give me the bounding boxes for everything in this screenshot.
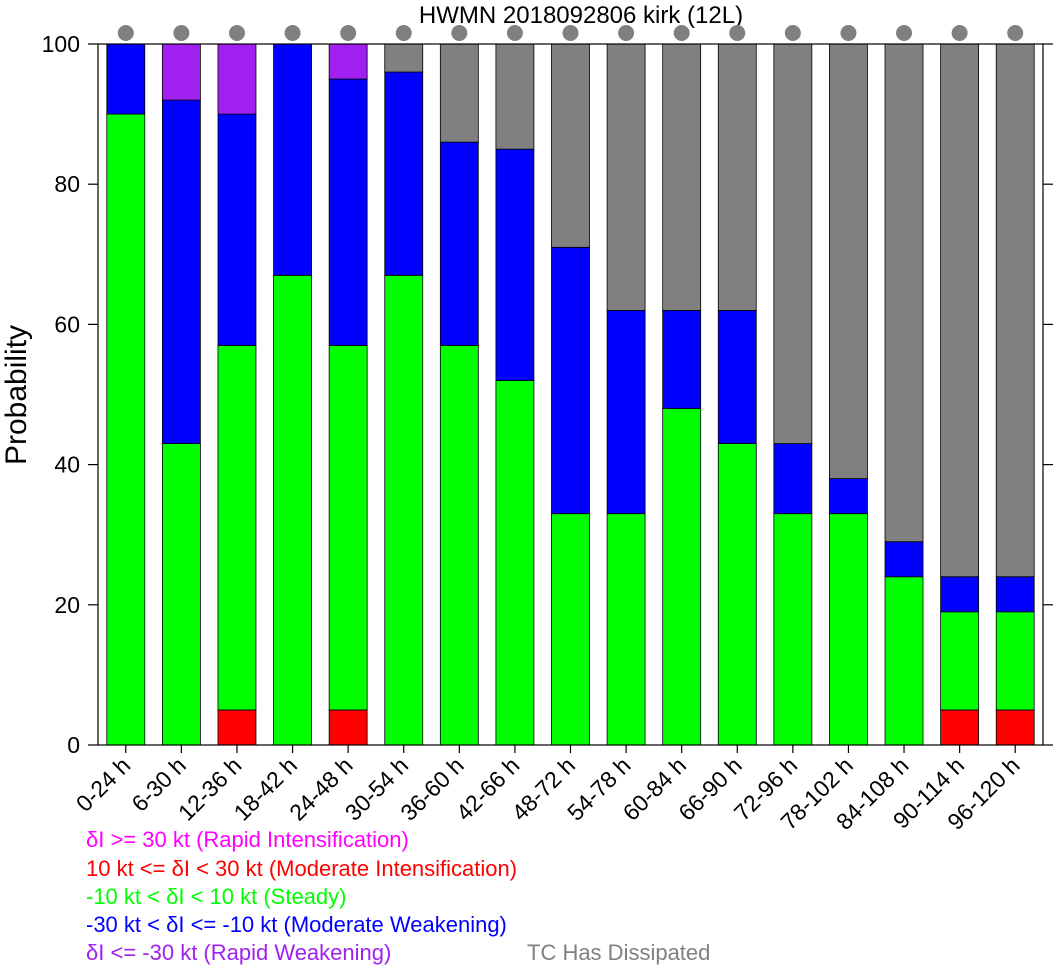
- legend-item-dissipated: TC Has Dissipated: [527, 940, 711, 965]
- bar-segment: [662, 43, 702, 311]
- bar-segment: [940, 576, 980, 613]
- status-marker-dot: [117, 25, 134, 41]
- bar-segment: [439, 43, 479, 143]
- y-tick-label: 0: [67, 732, 80, 758]
- legend-item-steady: -10 kt < δI < 10 kt (Steady): [86, 884, 347, 909]
- y-tick-label: 40: [54, 452, 80, 478]
- bar-segment: [773, 43, 813, 444]
- bar-segment: [940, 43, 980, 578]
- status-marker-dot: [673, 25, 690, 41]
- y-tick-label: 20: [54, 592, 80, 618]
- bar-segment: [995, 576, 1035, 613]
- bar-segment: [328, 345, 368, 711]
- bar-segment: [217, 113, 257, 346]
- bar-segment: [995, 43, 1035, 578]
- bar-segment: [884, 576, 924, 746]
- status-marker-dot: [173, 25, 190, 41]
- bar-segment: [773, 513, 813, 746]
- bar-segment: [551, 246, 590, 515]
- status-marker-dot: [451, 25, 468, 41]
- bar-segment: [829, 478, 868, 515]
- bar-segment: [384, 43, 424, 73]
- bar-segment: [217, 345, 257, 711]
- bar-segment: [940, 611, 980, 711]
- status-marker-dot: [1007, 25, 1024, 41]
- bars-layer: [106, 43, 1035, 746]
- bar-segment: [106, 43, 146, 115]
- status-marker-dot: [506, 25, 523, 41]
- bar-segment: [161, 43, 201, 101]
- bar-segment: [995, 709, 1035, 746]
- status-marker-dot: [395, 25, 412, 41]
- bar-segment: [773, 443, 813, 515]
- legend-item-rapid-intensification: δI >= 30 kt (Rapid Intensification): [86, 827, 409, 852]
- x-tick-label: 0-24 h: [71, 752, 136, 817]
- y-tick-label: 60: [54, 311, 80, 337]
- legend-item-moderate-weakening: -30 kt < δI <= -10 kt (Moderate Weakenin…: [86, 912, 507, 937]
- status-marker-dot: [729, 25, 746, 41]
- bar-segment: [606, 43, 646, 311]
- bar-segment: [273, 274, 312, 746]
- bar-segment: [662, 309, 702, 409]
- status-marker-dot: [340, 25, 357, 41]
- y-tick-label: 80: [54, 171, 80, 197]
- status-marker-dot: [784, 25, 801, 41]
- bar-segment: [217, 709, 257, 746]
- bar-segment: [884, 541, 924, 578]
- bar-segment: [662, 408, 702, 746]
- status-marker-dot: [562, 25, 579, 41]
- legend-item-moderate-intensification: 10 kt <= δI < 30 kt (Moderate Intensific…: [86, 856, 518, 881]
- bar-segment: [495, 380, 535, 746]
- bar-segment: [439, 141, 479, 346]
- status-marker-dot: [618, 25, 635, 41]
- y-tick-label: 100: [42, 31, 80, 57]
- bar-segment: [384, 71, 424, 276]
- bar-segment: [495, 148, 535, 381]
- status-marker-dot: [228, 25, 245, 41]
- bar-segment: [717, 309, 757, 444]
- bar-segment: [384, 274, 424, 746]
- bar-segment: [328, 709, 368, 746]
- bar-segment: [551, 43, 590, 248]
- bar-segment: [273, 43, 312, 276]
- bar-segment: [995, 611, 1035, 711]
- bar-segment: [328, 78, 368, 346]
- status-marker-dot: [840, 25, 857, 41]
- legend-item-rapid-weakening: δI <= -30 kt (Rapid Weakening): [86, 940, 392, 965]
- y-axis-label: Probability: [0, 325, 33, 465]
- markers-layer: [117, 25, 1024, 41]
- bar-segment: [606, 309, 646, 515]
- bar-segment: [717, 443, 757, 746]
- bar-segment: [606, 513, 646, 746]
- bar-segment: [439, 345, 479, 746]
- bar-segment: [717, 43, 757, 311]
- bar-segment: [940, 709, 980, 746]
- bar-segment: [829, 43, 868, 480]
- bar-segment: [884, 43, 924, 543]
- bar-segment: [161, 99, 201, 444]
- status-marker-dot: [896, 25, 913, 41]
- bar-segment: [106, 113, 146, 746]
- chart-title: HWMN 2018092806 kirk (12L): [419, 2, 743, 29]
- bar-segment: [551, 513, 590, 746]
- bar-segment: [161, 443, 201, 746]
- bar-segment: [829, 513, 868, 746]
- status-marker-dot: [284, 25, 301, 41]
- bar-segment: [217, 43, 257, 115]
- status-marker-dot: [951, 25, 968, 41]
- bar-segment: [495, 43, 535, 150]
- bar-segment: [328, 43, 368, 80]
